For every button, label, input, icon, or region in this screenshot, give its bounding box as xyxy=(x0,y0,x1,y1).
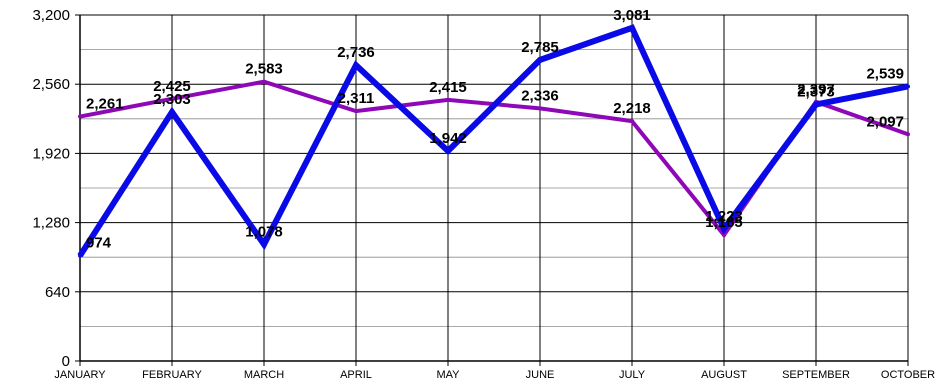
data-point xyxy=(78,114,82,119)
data-point xyxy=(538,57,542,62)
data-label: 1,165 xyxy=(705,214,743,231)
data-point xyxy=(354,63,358,68)
data-label: 2,397 xyxy=(797,81,835,98)
data-label: 2,415 xyxy=(429,79,467,96)
data-point xyxy=(538,106,542,111)
data-point xyxy=(170,109,174,114)
data-point xyxy=(722,226,726,231)
data-point xyxy=(630,25,634,30)
data-point xyxy=(262,79,266,84)
data-point xyxy=(906,84,910,89)
data-point xyxy=(170,96,174,101)
x-tick-label: MARCH xyxy=(244,369,284,381)
data-label: 1,078 xyxy=(245,223,283,240)
y-tick-label: 2,560 xyxy=(32,76,70,93)
data-point xyxy=(446,97,450,102)
data-point xyxy=(446,149,450,154)
data-label: 2,425 xyxy=(153,78,191,95)
data-point xyxy=(814,102,818,107)
x-tick-label: JULY xyxy=(619,369,646,381)
data-label: 2,785 xyxy=(521,39,559,56)
data-point xyxy=(722,233,726,238)
data-label: 1,223 xyxy=(705,208,743,225)
data-label: 2,311 xyxy=(338,90,375,107)
data-point xyxy=(906,132,910,137)
data-label: 2,736 xyxy=(337,44,375,61)
grid-layer xyxy=(79,14,909,362)
series-line-2 xyxy=(77,24,909,258)
data-label: 3,081 xyxy=(613,7,651,24)
data-label: 2,539 xyxy=(866,65,904,82)
data-point xyxy=(262,242,266,247)
x-tick-label: JUNE xyxy=(526,369,555,381)
data-point xyxy=(630,119,634,124)
y-tick-label: 3,200 xyxy=(32,7,70,24)
data-label: 2,303 xyxy=(153,91,191,108)
axis-layer: 0 640 1,280 1,920 2,560 3,200 JANUARY FEBRUARY M… xyxy=(32,7,935,381)
data-label: 2,373 xyxy=(797,83,835,100)
data-point xyxy=(354,109,358,114)
data-label: 1,942 xyxy=(429,130,467,147)
data-label: 2,218 xyxy=(613,100,651,117)
y-tick-label: 1,920 xyxy=(32,145,70,162)
data-label: 2,261 xyxy=(86,96,124,113)
x-tick-label: APRIL xyxy=(340,369,372,381)
series-layer xyxy=(77,24,910,258)
data-label-layer: 2,261 2,425 2,583 2,311 2,415 2,336 2,218 1,165… xyxy=(86,7,904,252)
data-point xyxy=(78,253,82,258)
x-tick-label: SEPTEMBER xyxy=(782,369,850,381)
y-tick-label: 0 xyxy=(62,353,70,370)
x-tick-label: JANUARY xyxy=(54,369,106,381)
x-tick-label: MAY xyxy=(436,369,460,381)
data-label: 2,583 xyxy=(245,61,283,78)
y-tick-label: 640 xyxy=(45,284,70,301)
data-label: 2,097 xyxy=(866,113,904,130)
y-tick-label: 1,280 xyxy=(32,215,70,232)
data-label: 2,336 xyxy=(521,87,559,104)
data-label: 974 xyxy=(86,235,112,252)
x-tick-label: AUGUST xyxy=(701,369,747,381)
x-tick-label: FEBRUARY xyxy=(142,369,202,381)
x-tick-label: OCTOBER xyxy=(881,369,935,381)
